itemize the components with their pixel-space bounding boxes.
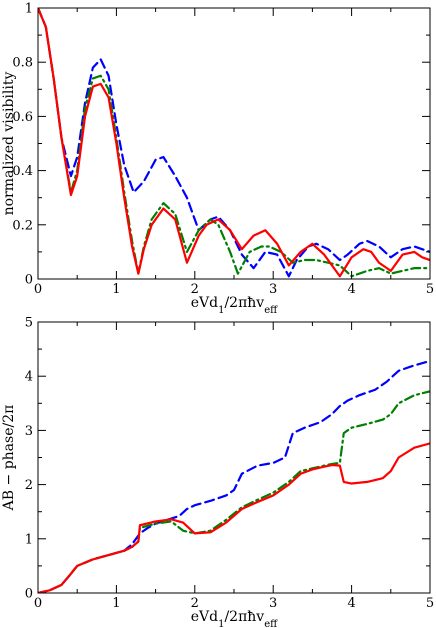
x-tick-label: 2	[191, 282, 199, 297]
x-tick-label: 4	[347, 596, 355, 611]
visibility-panel: 0 1 2 3 4 5 0 0.2 0.4 0.6 0.8 1 eVd1/2πħveff normaliz…	[1, 2, 434, 316]
ab-phase-panel: 0 1 2 3 4 5 0 1 2 3 4 5 eVd1/2πħveff AB − phase/2π	[1, 316, 434, 628]
y-tick-label: 0.2	[12, 218, 33, 233]
x-tick-label: 1	[112, 596, 120, 611]
x-tick-label: 1	[112, 282, 120, 297]
y-tick-label: 0.8	[12, 56, 33, 71]
y-tick-label: 0.6	[12, 110, 33, 125]
y-tick-label: 0.4	[12, 164, 33, 179]
plot-frame	[37, 321, 431, 594]
series-line-dashed	[38, 8, 430, 278]
series-line-dashdot	[38, 8, 430, 278]
x-tick-label: 5	[426, 596, 434, 611]
x-tick-label: 0	[34, 282, 42, 297]
x-tick-label: 0	[34, 596, 42, 611]
y-axis-label: normalized visibility	[1, 72, 17, 216]
x-tick-label: 2	[191, 596, 199, 611]
y-tick-label: 2	[25, 478, 33, 493]
x-axis-label: eVd1/2πħveff	[191, 609, 278, 628]
series-line-solid	[38, 442, 430, 593]
y-tick-label: 1	[25, 2, 33, 17]
x-tick-label: 3	[269, 282, 277, 297]
y-tick-label: 4	[25, 370, 33, 385]
x-tick-label: 5	[426, 282, 434, 297]
x-tick-label: 4	[347, 282, 355, 297]
x-axis-label: eVd1/2πħveff	[191, 295, 278, 316]
y-tick-label: 5	[25, 316, 33, 331]
y-tick-label: 0	[25, 273, 33, 288]
y-tick-label: 3	[25, 424, 33, 439]
series-line-solid	[38, 8, 430, 278]
y-tick-label: 0	[25, 587, 33, 602]
y-axis-label: AB − phase/2π	[1, 405, 17, 512]
y-tick-label: 1	[25, 532, 33, 547]
x-tick-label: 3	[269, 596, 277, 611]
series-line-dashdot	[38, 390, 430, 593]
